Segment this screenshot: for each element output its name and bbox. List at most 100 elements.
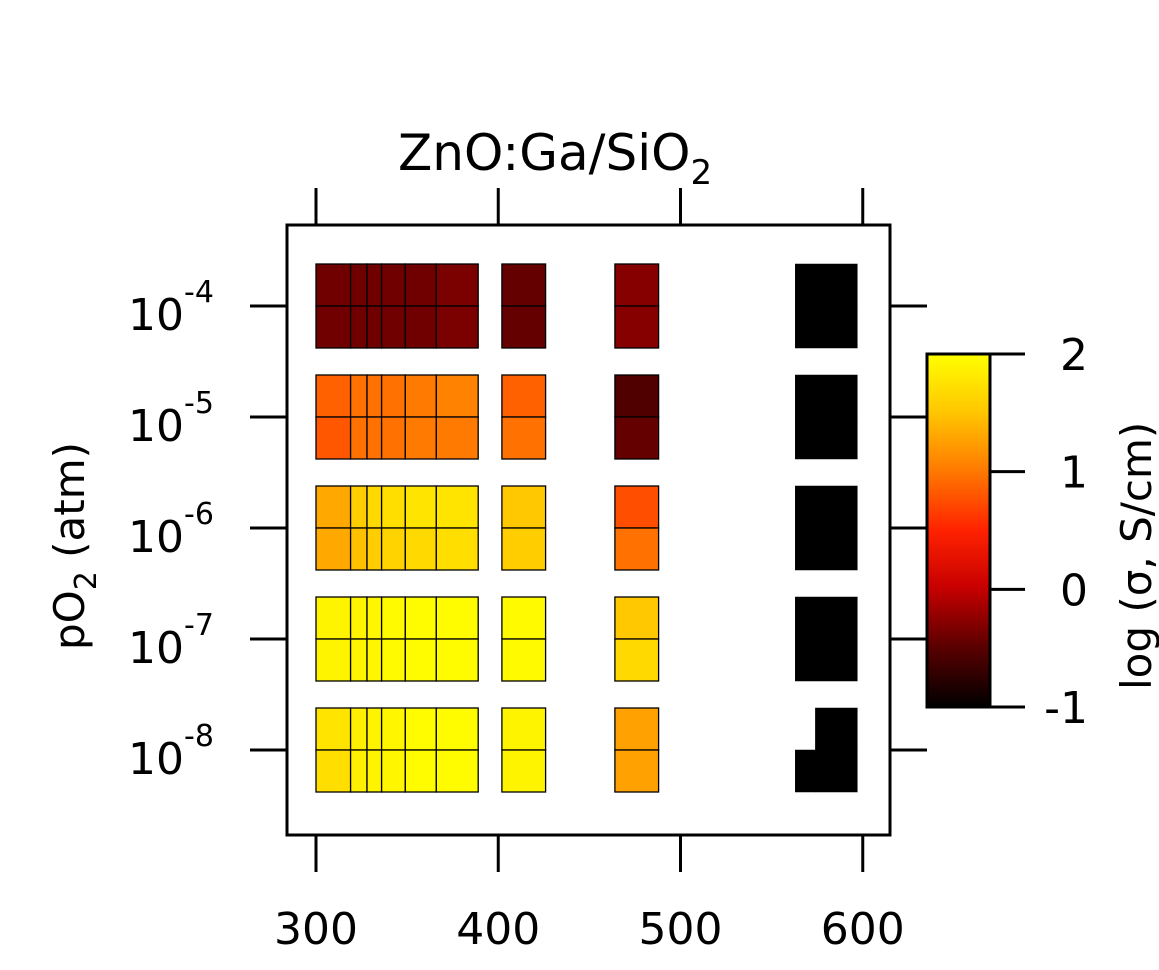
heatmap-cell [795, 305, 858, 349]
y-axis-label-subscript: 2 [69, 571, 104, 590]
heatmap-cell [349, 374, 368, 418]
chart-title-main: ZnO:Ga/SiO [398, 124, 690, 182]
heatmap-cell [795, 485, 858, 529]
heatmap-cell [315, 596, 352, 640]
heatmap-cell [349, 416, 368, 460]
heatmap-cell [380, 707, 406, 751]
heatmap-cell [366, 527, 383, 571]
heatmap-cell [404, 416, 437, 460]
heatmap-cell [366, 416, 383, 460]
colorbar-gradient [925, 352, 992, 709]
heatmap-cell [380, 305, 406, 349]
heatmap-cell [366, 485, 383, 529]
heatmap-cell [380, 749, 406, 793]
y-tick-label: 10-7 [128, 608, 214, 674]
heatmap-cells [315, 263, 858, 793]
x-tick-label: 500 [639, 904, 723, 955]
colorbar-tick-label: -1 [1044, 683, 1088, 734]
heatmap-cell [349, 305, 368, 349]
y-axis-label-rest: (atm) [45, 442, 94, 571]
heatmap-cell [435, 485, 479, 529]
heatmap-cell [614, 749, 660, 793]
heatmap-cell [349, 485, 368, 529]
heatmap-cell [795, 263, 858, 307]
y-tick-label: 10-5 [128, 386, 214, 452]
heatmap-cell [315, 485, 352, 529]
heatmap-cell [501, 596, 547, 640]
heatmap-cell [315, 749, 352, 793]
heatmap-cell [435, 638, 479, 682]
heatmap-cell [501, 749, 547, 793]
heatmap-cell [435, 263, 479, 307]
heatmap-cell [501, 527, 547, 571]
colorbar: 2 1 0 -1 log (σ, S/cm) [925, 330, 1159, 734]
heatmap-cell [380, 638, 406, 682]
heatmap-cell [795, 527, 858, 571]
heatmap-cell [366, 305, 383, 349]
heatmap-cell [404, 374, 437, 418]
heatmap-cell [404, 707, 437, 751]
heatmap-cell [501, 485, 547, 529]
colorbar-tick-label: 1 [1060, 448, 1088, 499]
heatmap-cell [315, 638, 352, 682]
heatmap-cell [614, 374, 660, 418]
heatmap-cell [614, 485, 660, 529]
heatmap-cell [349, 527, 368, 571]
heatmap-cell [380, 527, 406, 571]
x-tick-label: 400 [456, 904, 540, 955]
heatmap-cell [795, 596, 858, 640]
axes: 300 400 500 600 10-4 10-5 10-6 10-7 10-8 [128, 188, 927, 955]
chart-title-subscript: 2 [690, 153, 712, 193]
heatmap-cell [380, 263, 406, 307]
colorbar-label: log (σ, S/cm) [1112, 422, 1159, 690]
heatmap-cell [366, 374, 383, 418]
colorbar-ticks: 2 1 0 -1 [990, 330, 1088, 734]
heatmap-cell [404, 749, 437, 793]
heatmap-cell [614, 596, 660, 640]
colorbar-tick-label: 2 [1060, 330, 1088, 381]
heatmap-cell [501, 638, 547, 682]
heatmap-cell [501, 416, 547, 460]
heatmap-cell [614, 638, 660, 682]
heatmap-cell [380, 374, 406, 418]
colorbar-tick-label: 0 [1060, 565, 1088, 616]
heatmap-cell [349, 596, 368, 640]
y-axis-label: pO2 (atm) [45, 442, 104, 650]
heatmap-cell [366, 707, 383, 751]
heatmap-cell [795, 374, 858, 418]
heatmap-cell [366, 749, 383, 793]
heatmap-cell [366, 638, 383, 682]
heatmap-cell [315, 374, 352, 418]
heatmap-cell [501, 374, 547, 418]
heatmap-cell [614, 263, 660, 307]
heatmap-cell [435, 374, 479, 418]
heatmap-cell [795, 749, 816, 793]
heatmap-cell [315, 305, 352, 349]
heatmap-cell [366, 596, 383, 640]
heatmap-cell [315, 416, 352, 460]
heatmap-cell [315, 527, 352, 571]
heatmap-cell [404, 305, 437, 349]
plot-frame [285, 223, 892, 837]
heatmap-cell [380, 596, 406, 640]
heatmap-cell [435, 596, 479, 640]
heatmap-cell [404, 638, 437, 682]
y-tick-label: 10-6 [128, 497, 214, 563]
heatmap-cell [349, 638, 368, 682]
heatmap-cell [404, 263, 437, 307]
chart-title: ZnO:Ga/SiO2 [398, 124, 712, 193]
y-tick-label: 10-8 [128, 719, 214, 785]
heatmap-cell [349, 707, 368, 751]
heatmap-cell [404, 596, 437, 640]
x-tick-label: 300 [274, 904, 358, 955]
heatmap-cell [614, 527, 660, 571]
heatmap-cell [349, 263, 368, 307]
heatmap-cell [795, 416, 858, 460]
heatmap-cell [815, 749, 858, 793]
heatmap-cell [614, 305, 660, 349]
heatmap-cell [435, 749, 479, 793]
heatmap-cell [380, 416, 406, 460]
heatmap-cell [614, 707, 660, 751]
y-tick-label: 10-4 [128, 275, 214, 341]
